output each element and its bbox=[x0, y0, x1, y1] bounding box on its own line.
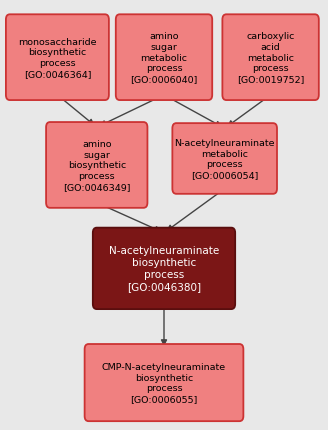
Text: amino
sugar
metabolic
process
[GO:0006040]: amino sugar metabolic process [GO:000604… bbox=[130, 32, 198, 84]
Text: CMP-N-acetylneuraminate
biosynthetic
process
[GO:0006055]: CMP-N-acetylneuraminate biosynthetic pro… bbox=[102, 362, 226, 403]
Text: N-acetylneuraminate
metabolic
process
[GO:0006054]: N-acetylneuraminate metabolic process [G… bbox=[174, 138, 275, 180]
FancyBboxPatch shape bbox=[222, 15, 319, 101]
FancyBboxPatch shape bbox=[6, 15, 109, 101]
FancyBboxPatch shape bbox=[85, 344, 243, 421]
Text: monosaccharide
biosynthetic
process
[GO:0046364]: monosaccharide biosynthetic process [GO:… bbox=[18, 37, 97, 79]
FancyBboxPatch shape bbox=[93, 228, 235, 310]
Text: carboxylic
acid
metabolic
process
[GO:0019752]: carboxylic acid metabolic process [GO:00… bbox=[237, 32, 304, 84]
Text: amino
sugar
biosynthetic
process
[GO:0046349]: amino sugar biosynthetic process [GO:004… bbox=[63, 140, 131, 191]
FancyBboxPatch shape bbox=[116, 15, 212, 101]
FancyBboxPatch shape bbox=[173, 124, 277, 194]
FancyBboxPatch shape bbox=[46, 123, 148, 209]
Text: N-acetylneuraminate
biosynthetic
process
[GO:0046380]: N-acetylneuraminate biosynthetic process… bbox=[109, 246, 219, 292]
